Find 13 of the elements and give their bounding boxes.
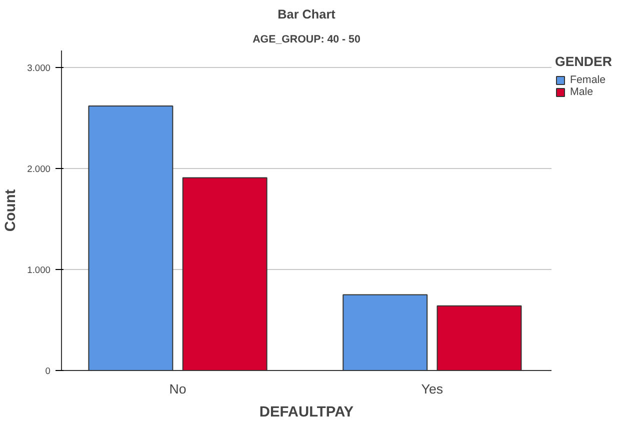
legend-title: GENDER xyxy=(555,54,612,69)
y-tick-label: 0 xyxy=(45,366,51,376)
x-axis-title: DEFAULTPAY xyxy=(259,404,354,420)
y-tick-label: 3.000 xyxy=(27,63,50,74)
x-tick-label: Yes xyxy=(421,382,444,396)
chart-subtitle: AGE_GROUP: 40 - 50 xyxy=(252,34,360,46)
legend-label: Female xyxy=(570,74,606,86)
y-tick-label: 1.000 xyxy=(27,265,50,276)
y-axis-title: Count xyxy=(3,189,20,232)
x-tick-label: No xyxy=(169,382,186,396)
chart-title: Bar Chart xyxy=(278,8,336,22)
y-tick-label: 2.000 xyxy=(27,164,50,174)
legend-label: Male xyxy=(570,86,594,98)
